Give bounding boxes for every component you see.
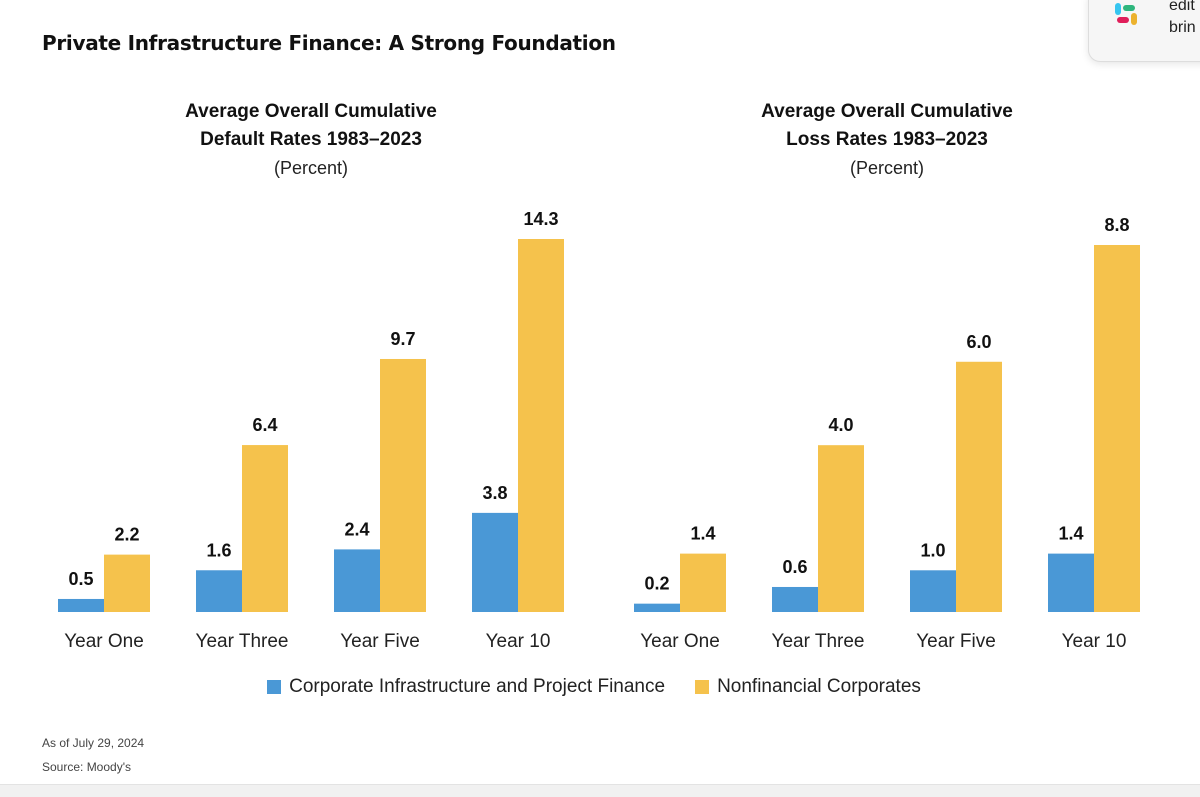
chart-2-data-label-year-10-nonfinancial-corporates: 8.8 bbox=[1104, 215, 1129, 235]
page-title: Private Infrastructure Finance: A Strong… bbox=[42, 31, 616, 55]
legend-swatch-blue bbox=[267, 680, 282, 694]
chart-2-data-label-year-one-corporate-infrastructure: 0.2 bbox=[644, 574, 669, 594]
chart-1-data-label-year-three-nonfinancial-corporates: 6.4 bbox=[252, 415, 277, 435]
chart-1-tick-label-year-10: Year 10 bbox=[486, 631, 551, 652]
default-rates-chart: 0.5 2.2 Year One 1.6 6.4 Year Three 2.4 9.7 Year… bbox=[58, 209, 564, 652]
chart-1-data-label-year-one-nonfinancial-corporates: 2.2 bbox=[114, 525, 139, 545]
chart-2-bar-year-one-nonfinancial-corporates bbox=[680, 553, 726, 612]
chart-1-data-label-year-10-corporate-infrastructure: 3.8 bbox=[482, 483, 507, 503]
chart-2-tick-label-year-10: Year 10 bbox=[1062, 631, 1127, 652]
chart-2-bar-year-five-corporate-infrastructure bbox=[910, 570, 956, 612]
chart-2-bar-year-10-nonfinancial-corporates bbox=[1094, 245, 1140, 612]
chart-1-bar-year-five-nonfinancial-corporates bbox=[380, 358, 426, 612]
chart-1-data-label-year-10-nonfinancial-corporates: 14.3 bbox=[523, 209, 558, 229]
chart-1-bar-year-one-nonfinancial-corporates bbox=[104, 554, 150, 612]
chart-1-subtitle: (Percent) bbox=[273, 158, 349, 178]
chart-2-title-line-1: Average Overall Cumulative bbox=[761, 101, 1013, 122]
chart-1-tick-label-year-three: Year Three bbox=[196, 631, 289, 652]
chart-2-bar-year-three-nonfinancial-corporates bbox=[818, 445, 864, 612]
chart-2-title-line-2: Loss Rates 1983–2023 bbox=[786, 129, 988, 150]
slack-logo-icon bbox=[1115, 3, 1137, 25]
toast-line-1: edit bbox=[1169, 0, 1195, 14]
footnote-date: As of July 29, 2024 bbox=[42, 736, 145, 750]
chart-2-data-label-year-three-corporate-infrastructure: 0.6 bbox=[782, 557, 807, 577]
legend-item-nonfinancial-corporates: Nonfinancial Corporates bbox=[695, 676, 921, 698]
toast-line-2: brin bbox=[1169, 19, 1196, 36]
toast-text: edit brin bbox=[1169, 0, 1196, 39]
chart-1-title-line-1: Average Overall Cumulative bbox=[185, 101, 437, 122]
chart-2-bar-year-one-corporate-infrastructure bbox=[634, 603, 680, 612]
chart-2-tick-label-year-five: Year Five bbox=[916, 631, 996, 652]
chart-2-data-label-year-10-corporate-infrastructure: 1.4 bbox=[1058, 524, 1083, 544]
chart-2-tick-label-year-three: Year Three bbox=[772, 631, 865, 652]
chart-2-bar-year-five-nonfinancial-corporates bbox=[956, 361, 1002, 612]
chart-2-tick-label-year-one: Year One bbox=[640, 631, 720, 652]
chart-1-tick-label-year-one: Year One bbox=[64, 631, 144, 652]
chart-1-bar-year-10-nonfinancial-corporates bbox=[518, 239, 564, 612]
chart-2-subtitle: (Percent) bbox=[849, 158, 925, 178]
chart-2-bar-year-three-corporate-infrastructure bbox=[772, 586, 818, 612]
chart-1-data-label-year-one-corporate-infrastructure: 0.5 bbox=[68, 569, 93, 589]
legend-label-nonfinancial-corporates: Nonfinancial Corporates bbox=[717, 676, 921, 697]
footnote-source: Source: Moody's bbox=[42, 760, 131, 774]
chart-2-data-label-year-three-nonfinancial-corporates: 4.0 bbox=[828, 415, 853, 435]
page-bottom-edge bbox=[0, 784, 1200, 797]
chart-1-data-label-year-three-corporate-infrastructure: 1.6 bbox=[206, 540, 231, 560]
chart-legend: Corporate Infrastructure and Project Fin… bbox=[0, 676, 1188, 698]
chart-1-bar-year-one-corporate-infrastructure bbox=[58, 598, 104, 612]
chart-1-data-label-year-five-corporate-infrastructure: 2.4 bbox=[344, 519, 369, 539]
legend-label-corporate-infrastructure: Corporate Infrastructure and Project Fin… bbox=[289, 676, 666, 697]
chart-2-bar-year-10-corporate-infrastructure bbox=[1048, 553, 1094, 612]
chart-2-data-label-year-one-nonfinancial-corporates: 1.4 bbox=[690, 524, 715, 544]
chart-1-bar-year-10-corporate-infrastructure bbox=[472, 512, 518, 612]
chart-2-title: Average Overall Cumulative Loss Rates 19… bbox=[667, 98, 1107, 154]
chart-1-data-label-year-five-nonfinancial-corporates: 9.7 bbox=[390, 329, 415, 349]
legend-item-corporate-infrastructure: Corporate Infrastructure and Project Fin… bbox=[267, 676, 665, 698]
chart-2-data-label-year-five-corporate-infrastructure: 1.0 bbox=[920, 540, 945, 560]
chart-1-title: Average Overall Cumulative Default Rates… bbox=[91, 98, 531, 154]
chart-1-bar-year-three-corporate-infrastructure bbox=[196, 570, 242, 612]
chart-1-title-line-2: Default Rates 1983–2023 bbox=[200, 129, 422, 150]
notification-toast[interactable]: edit brin bbox=[1088, 0, 1200, 62]
chart-1-bar-year-five-corporate-infrastructure bbox=[334, 549, 380, 612]
chart-1-tick-label-year-five: Year Five bbox=[340, 631, 420, 652]
chart-1-bar-year-three-nonfinancial-corporates bbox=[242, 445, 288, 612]
chart-2-data-label-year-five-nonfinancial-corporates: 6.0 bbox=[966, 332, 991, 352]
legend-swatch-yellow bbox=[695, 680, 710, 694]
